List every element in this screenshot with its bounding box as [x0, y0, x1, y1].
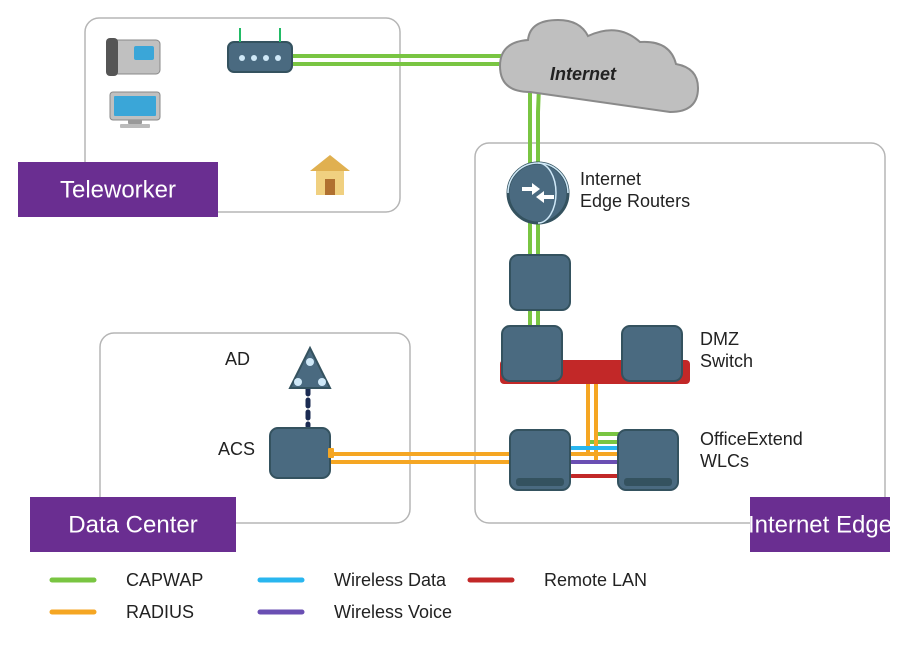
- link-radius: [332, 434, 540, 454]
- dmz-switch-label: DMZ: [700, 329, 739, 349]
- internet-edge-router-icon: [508, 163, 568, 223]
- edge-routers-label: Internet: [580, 169, 641, 189]
- legend-label-capwap: CAPWAP: [126, 570, 203, 590]
- zone-label-teleworker: Teleworker: [60, 177, 176, 204]
- house-icon: [310, 155, 350, 171]
- network-topology-diagram: Teleworker Data Center Internet Edge Intern…: [0, 0, 921, 646]
- legend-label-radius: RADIUS: [126, 602, 194, 622]
- svg-text:Edge Routers: Edge Routers: [580, 191, 690, 211]
- ad-server-icon: [290, 348, 330, 388]
- svg-text:Switch: Switch: [700, 351, 753, 371]
- acs-label: ACS: [218, 439, 255, 459]
- zone-label-internet-edge: Internet Edge: [748, 512, 892, 539]
- legend-label-wireless-voice: Wireless Voice: [334, 602, 452, 622]
- zone-label-data-center: Data Center: [68, 512, 197, 539]
- svg-text:WLCs: WLCs: [700, 451, 749, 471]
- legend-label-remote-lan: Remote LAN: [544, 570, 647, 590]
- ad-label: AD: [225, 349, 250, 369]
- zone-data-center: [100, 333, 410, 523]
- wlcs-label: OfficeExtend: [700, 429, 803, 449]
- internet-label: Internet: [550, 64, 617, 84]
- legend-label-wireless-data: Wireless Data: [334, 570, 447, 590]
